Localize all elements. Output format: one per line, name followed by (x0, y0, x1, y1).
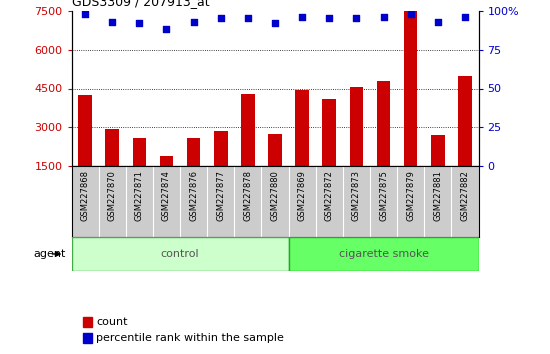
Text: count: count (96, 317, 128, 327)
Point (406, 11, 415, 17)
Text: GSM227873: GSM227873 (352, 170, 361, 221)
Text: GSM227868: GSM227868 (80, 170, 90, 221)
Point (325, 16, 334, 21)
Point (244, 16, 252, 21)
Bar (72, 237, 289, 271)
Point (352, 16, 361, 21)
Text: cigarette smoke: cigarette smoke (339, 249, 428, 259)
Text: GSM227871: GSM227871 (135, 170, 144, 221)
Point (189, 19, 198, 24)
Bar (458, 75, 472, 166)
Bar (350, 87, 363, 166)
Bar (133, 138, 146, 166)
Point (216, 16, 225, 21)
Text: GSM227878: GSM227878 (243, 170, 252, 221)
Bar (78, 95, 92, 166)
Text: agent: agent (34, 249, 66, 259)
Point (162, 27, 171, 32)
Text: GSM227880: GSM227880 (271, 170, 279, 221)
Bar (404, 11, 417, 166)
Bar (160, 156, 173, 166)
Text: GSM227882: GSM227882 (460, 170, 470, 221)
Point (460, 14, 469, 20)
Bar (106, 129, 119, 166)
Point (433, 19, 442, 24)
Text: GDS3309 / 207913_at: GDS3309 / 207913_at (72, 0, 209, 8)
Text: control: control (161, 249, 199, 259)
Text: GSM227879: GSM227879 (406, 170, 415, 221)
Bar (289, 237, 478, 271)
Text: GSM227874: GSM227874 (162, 170, 171, 221)
Bar (431, 135, 444, 166)
Bar (241, 94, 255, 166)
Point (135, 20, 144, 26)
Point (81, 11, 90, 17)
Bar (214, 131, 228, 166)
Text: GSM227869: GSM227869 (298, 170, 307, 221)
Text: GSM227875: GSM227875 (379, 170, 388, 221)
Text: GSM227870: GSM227870 (108, 170, 117, 221)
Point (379, 14, 388, 20)
Point (271, 20, 279, 26)
Text: GSM227876: GSM227876 (189, 170, 198, 221)
Point (108, 19, 117, 24)
Text: GSM227872: GSM227872 (324, 170, 334, 221)
Point (298, 14, 306, 20)
Bar (268, 134, 282, 166)
Bar (377, 81, 390, 166)
Bar (187, 138, 200, 166)
Bar (295, 90, 309, 166)
Bar (322, 99, 336, 166)
Text: GSM227881: GSM227881 (433, 170, 442, 221)
Text: GSM227877: GSM227877 (216, 170, 225, 221)
Text: percentile rank within the sample: percentile rank within the sample (96, 333, 284, 343)
